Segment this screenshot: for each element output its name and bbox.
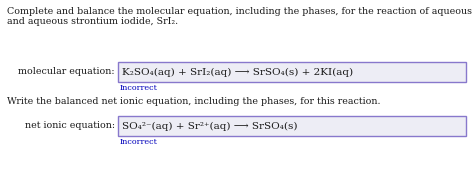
FancyBboxPatch shape [118, 62, 466, 82]
Text: Write the balanced net ionic equation, including the phases, for this reaction.: Write the balanced net ionic equation, i… [7, 97, 381, 106]
Text: SO₄²⁻(aq) + Sr²⁺(aq) ⟶ SrSO₄(s): SO₄²⁻(aq) + Sr²⁺(aq) ⟶ SrSO₄(s) [122, 121, 298, 130]
Text: Complete and balance the molecular equation, including the phases, for the react: Complete and balance the molecular equat… [7, 7, 474, 16]
Text: Incorrect: Incorrect [120, 84, 158, 92]
Text: net ionic equation:: net ionic equation: [25, 122, 115, 130]
Text: K₂SO₄(aq) + SrI₂(aq) ⟶ SrSO₄(s) + 2KI(aq): K₂SO₄(aq) + SrI₂(aq) ⟶ SrSO₄(s) + 2KI(aq… [122, 67, 353, 77]
Text: Incorrect: Incorrect [120, 138, 158, 146]
FancyBboxPatch shape [118, 116, 466, 136]
Text: molecular equation:: molecular equation: [18, 67, 115, 76]
Text: and aqueous strontium iodide, SrI₂.: and aqueous strontium iodide, SrI₂. [7, 17, 178, 26]
